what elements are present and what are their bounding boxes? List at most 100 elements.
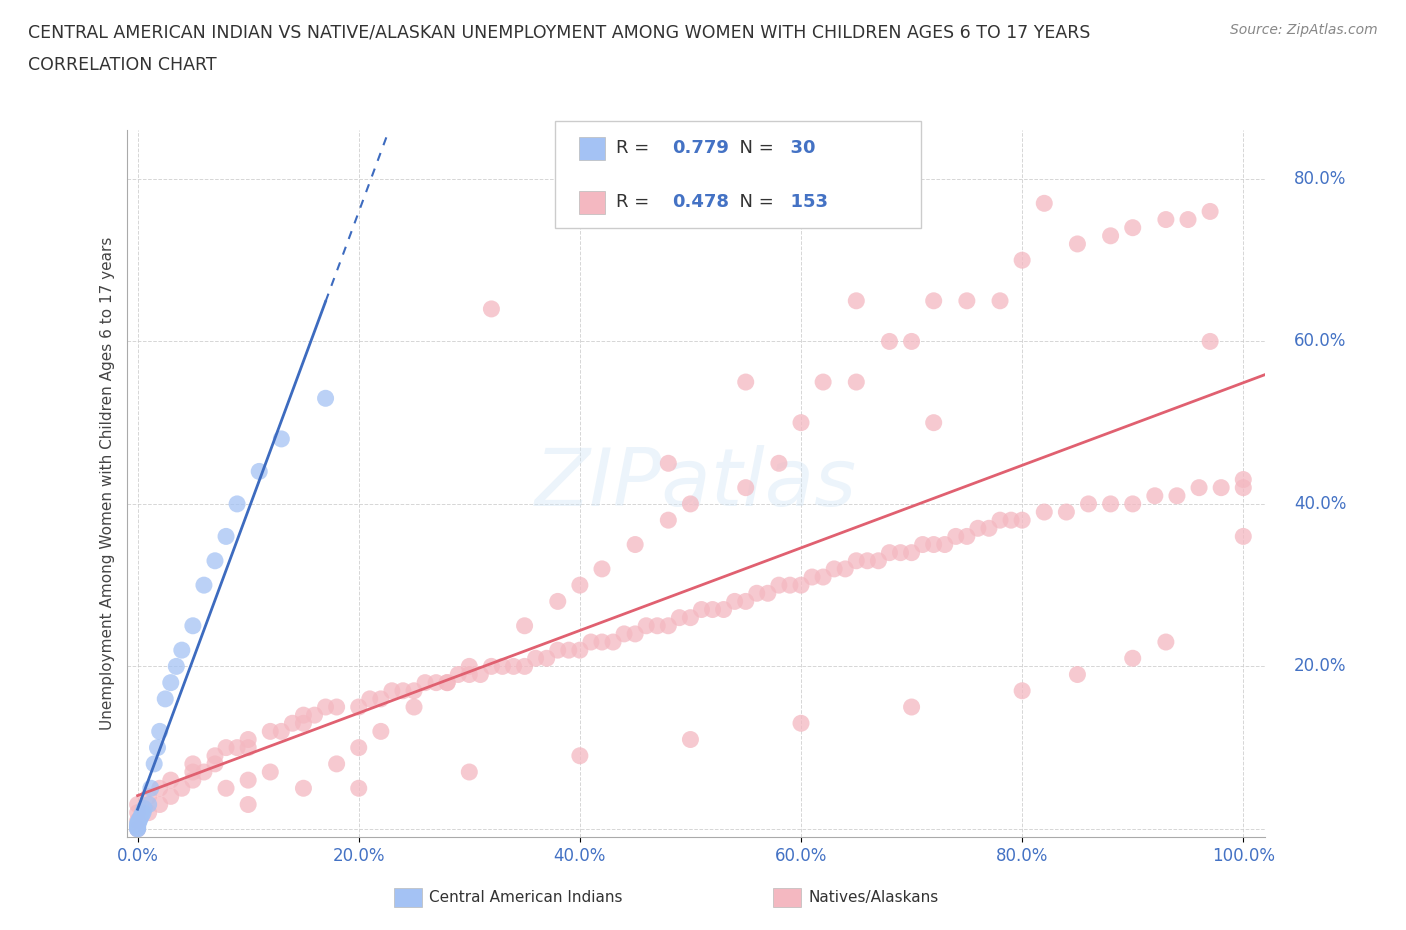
Point [1232,472,1254,487]
Point [315,699,337,714]
Point [602,634,624,649]
Point [1154,212,1177,227]
Point [568,643,591,658]
Point [868,553,890,568]
Point [159,675,181,690]
Point [790,578,813,592]
Point [945,529,967,544]
Point [127,814,149,829]
Point [679,497,702,512]
Point [131,807,153,822]
Point [413,675,436,690]
Point [1066,667,1088,682]
Point [132,805,155,820]
Point [436,675,458,690]
Point [768,456,790,471]
Text: 0.779: 0.779 [672,140,728,157]
Point [458,659,481,674]
Point [1054,505,1077,520]
Point [911,538,934,552]
Point [956,529,979,544]
Point [568,749,591,764]
Point [370,691,392,706]
Point [613,627,636,642]
Point [481,301,503,316]
Point [636,618,658,633]
Point [845,375,868,390]
Point [127,820,149,835]
Point [128,812,150,827]
Point [170,643,193,658]
Point [889,545,911,560]
Point [143,756,166,771]
Point [900,699,922,714]
Point [745,586,768,601]
Point [579,634,602,649]
Point [138,789,160,804]
Point [1122,497,1144,512]
Point [181,618,204,633]
Point [702,602,724,617]
Point [381,684,404,698]
Point [967,521,990,536]
Point [347,740,370,755]
Point [128,814,150,829]
Point [536,651,558,666]
Point [900,545,922,560]
Text: 0.478: 0.478 [672,193,730,211]
Text: Central American Indians: Central American Indians [429,890,623,905]
Point [1011,253,1033,268]
Point [879,545,901,560]
Point [734,375,756,390]
Point [988,293,1011,308]
Point [547,594,569,609]
Point [259,724,281,738]
Text: CORRELATION CHART: CORRELATION CHART [28,56,217,73]
Point [181,764,204,779]
Point [138,797,160,812]
Point [790,716,813,731]
Text: 20.0%: 20.0% [1294,658,1347,675]
Point [856,553,879,568]
Point [127,805,149,820]
Point [204,553,226,568]
Y-axis label: Unemployment Among Women with Children Ages 6 to 17 years: Unemployment Among Women with Children A… [100,237,115,730]
Point [181,756,204,771]
Point [1199,334,1222,349]
Point [1122,651,1144,666]
Point [845,553,868,568]
Point [1033,196,1056,211]
Text: N =: N = [728,193,780,211]
Point [281,716,304,731]
Point [591,634,613,649]
Point [1033,505,1056,520]
Point [1122,220,1144,235]
Point [127,821,149,836]
Point [811,569,834,584]
Point [238,773,260,788]
Point [502,659,524,674]
Point [259,764,281,779]
Point [155,691,177,706]
Point [513,659,536,674]
Point [1177,212,1199,227]
Point [900,334,922,349]
Point [325,756,347,771]
Point [165,659,187,674]
Point [679,732,702,747]
Point [139,781,162,796]
Point [834,562,856,577]
Point [127,817,149,832]
Point [624,627,647,642]
Point [845,293,868,308]
Point [134,801,156,816]
Point [270,432,292,446]
Point [1232,480,1254,495]
Point [436,675,458,690]
Point [568,578,591,592]
Text: Natives/Alaskans: Natives/Alaskans [808,890,939,905]
Point [977,521,1000,536]
Point [768,578,790,592]
Point [1077,497,1099,512]
Point [392,684,415,698]
